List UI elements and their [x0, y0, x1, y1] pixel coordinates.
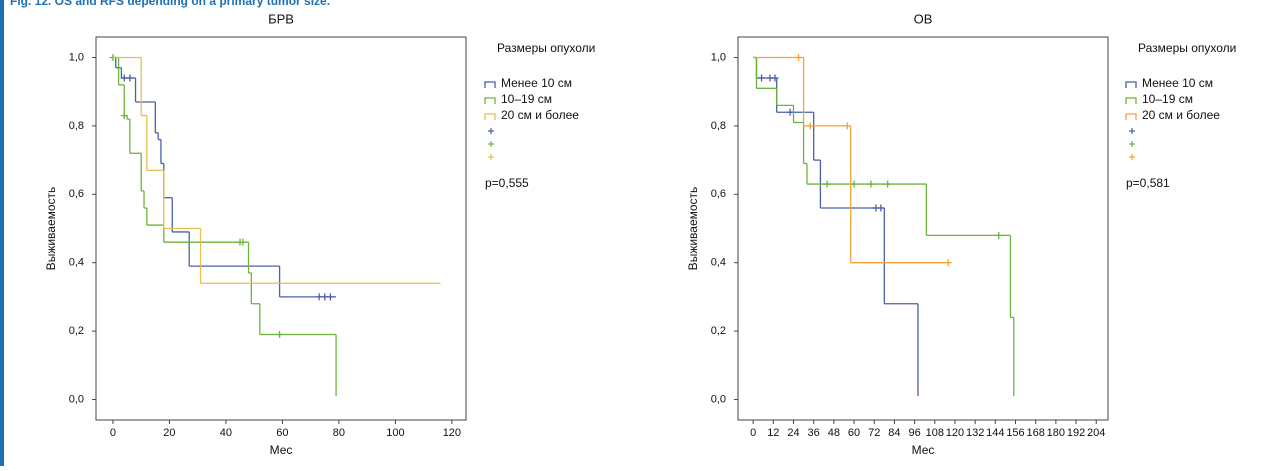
legend-label: 20 см и более [501, 108, 579, 122]
censor-mark [786, 108, 794, 116]
legend-swatch [484, 113, 496, 120]
legend-censor [488, 154, 494, 160]
x-tick-label: 0 [110, 427, 116, 439]
censor-mark [120, 112, 128, 120]
chart-title: ОВ [914, 11, 933, 26]
censor-mark [995, 231, 1003, 239]
series [112, 56, 337, 301]
x-tick-label: 0 [750, 427, 756, 439]
x-tick-label: 20 [163, 427, 175, 439]
x-tick-label: 72 [868, 427, 880, 439]
censor-mark [843, 122, 851, 130]
y-tick-label: 0,4 [69, 257, 84, 269]
legend-censor [488, 128, 494, 134]
legend-censor [488, 141, 494, 147]
legend-swatch [484, 97, 496, 104]
x-axis-label: Мес [270, 443, 293, 457]
caption: Fig. 12. OS and RFS depending on a prima… [10, 0, 330, 8]
x-tick-label: 120 [443, 427, 461, 439]
x-tick-label: 36 [808, 427, 820, 439]
x-tick-label: 24 [787, 427, 799, 439]
x-tick-label: 12 [767, 427, 779, 439]
legend-swatch [1125, 113, 1137, 120]
y-tick-label: 0,8 [69, 120, 84, 132]
x-tick-label: 144 [986, 427, 1004, 439]
x-tick-label: 48 [828, 427, 840, 439]
x-tick-label: 84 [888, 427, 900, 439]
x-tick-label: 60 [848, 427, 860, 439]
x-tick-label: 96 [908, 427, 920, 439]
series [112, 56, 441, 284]
x-tick-label: 156 [1006, 427, 1024, 439]
censor-mark [944, 259, 952, 267]
series [753, 56, 919, 397]
legend-title: Размеры опухоли [1138, 41, 1236, 55]
series [109, 54, 337, 397]
legend-censor [1129, 128, 1135, 134]
censor-mark [758, 74, 766, 82]
legend-label: 20 см и более [1142, 108, 1220, 122]
series [753, 56, 1015, 397]
chart-title: БРВ [268, 11, 294, 26]
censor-mark [771, 74, 779, 82]
censor-mark [239, 238, 247, 246]
legend-title: Размеры опухоли [497, 41, 595, 55]
legend-swatch [484, 81, 496, 88]
censor-mark [850, 180, 858, 188]
censor-mark [326, 293, 334, 301]
x-tick-label: 132 [966, 427, 984, 439]
censor-mark [806, 122, 814, 130]
censor-mark [884, 180, 892, 188]
legend-censor [1129, 141, 1135, 147]
x-tick-label: 100 [386, 427, 404, 439]
y-tick-label: 0,2 [711, 325, 726, 337]
censor-mark [795, 54, 803, 62]
y-tick-label: 0,8 [711, 120, 726, 132]
plot-frame [95, 36, 467, 421]
x-tick-label: 40 [220, 427, 232, 439]
y-tick-label: 0,0 [69, 393, 84, 405]
legend-label: 10–19 см [1142, 92, 1193, 106]
censor-mark [823, 180, 831, 188]
legend-label: 10–19 см [501, 92, 552, 106]
censor-mark [877, 204, 885, 212]
x-tick-label: 120 [946, 427, 964, 439]
y-tick-label: 0,2 [69, 325, 84, 337]
x-tick-label: 180 [1047, 427, 1065, 439]
x-axis-label: Мес [912, 443, 935, 457]
plot-frame [737, 36, 1109, 421]
legend-swatch [1125, 97, 1137, 104]
x-tick-label: 204 [1087, 427, 1105, 439]
series [753, 54, 952, 267]
censor-mark [867, 180, 875, 188]
censor-mark [126, 74, 134, 82]
legend-swatch [1125, 81, 1137, 88]
censor-mark [276, 331, 284, 339]
x-tick-label: 60 [276, 427, 288, 439]
y-tick-label: 1,0 [711, 51, 726, 63]
y-axis-label: Выживаемость [686, 187, 700, 271]
y-tick-label: 0,6 [711, 188, 726, 200]
x-tick-label: 80 [333, 427, 345, 439]
legend-label: Менее 10 см [501, 76, 572, 90]
p-value: p=0,555 [485, 176, 529, 190]
x-tick-label: 108 [926, 427, 944, 439]
y-tick-label: 0,6 [69, 188, 84, 200]
y-tick-label: 0,0 [711, 393, 726, 405]
y-axis-label: Выживаемость [44, 187, 58, 271]
legend-label: Менее 10 см [1142, 76, 1213, 90]
legend-censor [1129, 154, 1135, 160]
x-tick-label: 168 [1027, 427, 1045, 439]
x-tick-label: 192 [1067, 427, 1085, 439]
p-value: p=0,581 [1126, 176, 1170, 190]
side-bar [0, 0, 4, 466]
y-tick-label: 1,0 [69, 51, 84, 63]
y-tick-label: 0,4 [711, 257, 726, 269]
